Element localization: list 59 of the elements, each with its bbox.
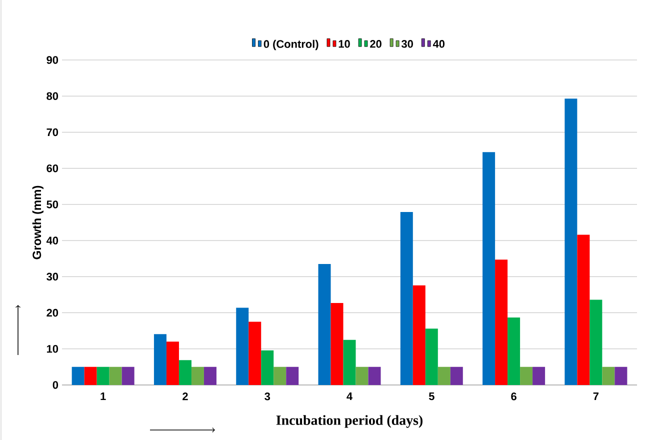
bar	[84, 366, 97, 385]
y-tick-label: 50	[46, 200, 58, 208]
legend-label: 0 (Control)	[264, 40, 318, 50]
bar	[425, 328, 438, 385]
x-tick-label: 4	[346, 392, 352, 400]
x-tick-label: 2	[182, 392, 188, 400]
bar	[590, 300, 602, 385]
bar	[122, 366, 134, 385]
bar	[286, 366, 299, 385]
bar	[178, 360, 192, 385]
legend-label: 30	[401, 40, 413, 48]
bar	[495, 260, 508, 385]
x-axis-title: Incubation period (days)	[276, 415, 422, 428]
bar	[96, 366, 110, 385]
bar	[508, 317, 520, 385]
bar	[368, 366, 381, 385]
bar	[356, 366, 368, 385]
bar	[72, 366, 84, 385]
legend-label: 20	[370, 40, 382, 48]
y-axis-title: Growth (mm)	[32, 186, 44, 260]
bar	[191, 366, 204, 385]
bar	[236, 308, 249, 385]
x-tick-label: 1	[100, 392, 106, 400]
legend-label: 40	[432, 40, 445, 48]
y-tick-label: 20	[46, 308, 58, 317]
bar	[274, 366, 286, 385]
bar	[204, 366, 216, 385]
bar	[343, 340, 356, 385]
x-tick-label: 3	[264, 392, 270, 400]
x-tick-label: 5	[428, 392, 434, 400]
bar	[482, 152, 496, 385]
x-tick-label: 6	[511, 392, 516, 400]
bar	[248, 322, 262, 385]
bar	[520, 366, 533, 385]
legend-label: 10	[338, 40, 350, 48]
y-tick-label: 70	[46, 128, 58, 136]
bar	[400, 212, 413, 385]
bar	[412, 285, 426, 385]
bar	[577, 234, 590, 385]
y-tick-label: 60	[46, 164, 58, 172]
bar	[564, 98, 578, 385]
bar	[166, 342, 179, 385]
y-tick-label: 0	[52, 381, 58, 389]
bar	[614, 366, 628, 385]
y-tick-label: 40	[46, 236, 58, 244]
y-tick-label: 80	[46, 92, 58, 100]
y-tick-label: 90	[46, 56, 58, 64]
bar	[261, 350, 274, 385]
y-tick-label: 30	[46, 272, 58, 281]
bar	[154, 334, 166, 385]
bar	[318, 264, 331, 385]
bar	[109, 366, 122, 385]
bar	[602, 366, 615, 385]
bar	[438, 366, 450, 385]
x-tick-label: 7	[593, 392, 598, 400]
y-tick-label: 10	[46, 345, 58, 353]
bar	[532, 366, 546, 385]
bar	[450, 366, 463, 385]
bar	[330, 303, 344, 385]
